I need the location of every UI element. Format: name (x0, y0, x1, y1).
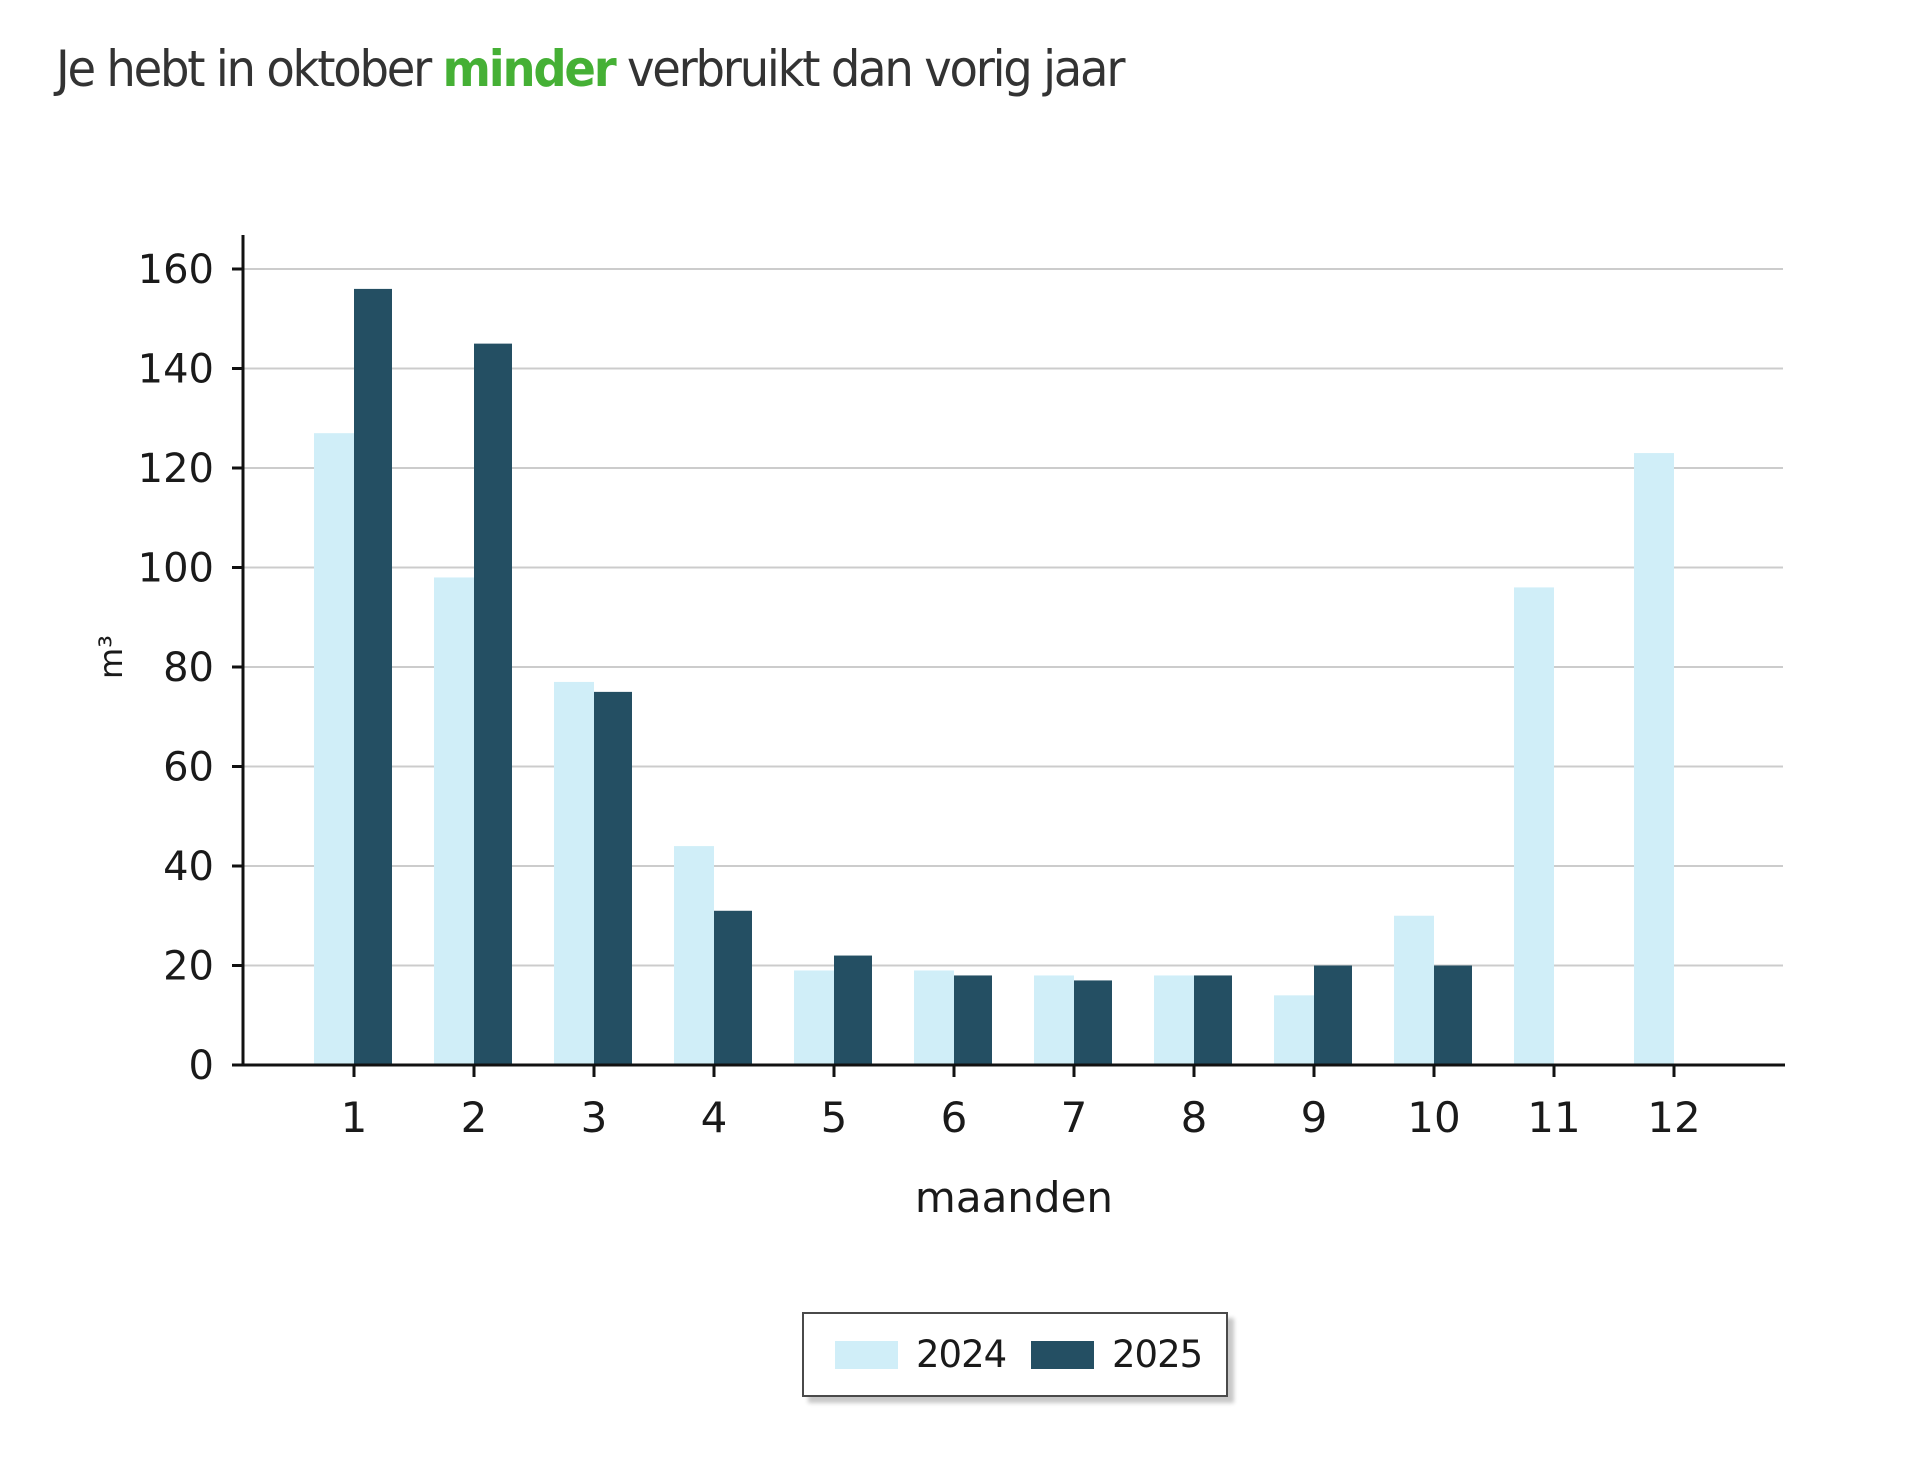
legend-label-2024: 2024 (916, 1333, 1007, 1376)
x-tick-label: 12 (1647, 1093, 1700, 1142)
legend-swatch-2025 (1031, 1340, 1094, 1369)
x-axis-label: maanden (915, 1173, 1113, 1222)
x-tick-label: 10 (1407, 1093, 1460, 1142)
x-tick-label: 9 (1301, 1093, 1328, 1142)
bar-2025-month-6 (954, 975, 992, 1065)
chart-legend: 2024 2025 (802, 1312, 1228, 1397)
x-tick-label: 5 (821, 1093, 848, 1142)
bar-2024-month-11 (1514, 587, 1554, 1065)
y-tick-label: 80 (163, 645, 214, 691)
bar-2025-month-9 (1314, 965, 1352, 1065)
x-tick-label: 1 (341, 1093, 368, 1142)
bar-2024-month-4 (674, 846, 714, 1065)
y-tick-label: 140 (138, 347, 214, 393)
y-tick-label: 100 (138, 546, 214, 592)
legend-swatch-2024 (835, 1340, 898, 1369)
bar-2024-month-8 (1154, 975, 1194, 1065)
y-tick-label: 60 (163, 745, 214, 791)
x-tick-label: 7 (1061, 1093, 1088, 1142)
bar-2024-month-2 (434, 577, 474, 1065)
bar-2024-month-9 (1274, 995, 1314, 1065)
x-tick-label: 6 (941, 1093, 968, 1142)
x-tick-label: 11 (1527, 1093, 1580, 1142)
bar-series (314, 288, 1674, 1065)
y-tick-label: 40 (163, 844, 214, 890)
bar-2025-month-3 (594, 691, 632, 1065)
x-tick-label: 4 (701, 1093, 728, 1142)
y-axis-label: m³ (92, 635, 130, 679)
bar-2025-month-10 (1434, 965, 1472, 1065)
bar-2025-month-5 (834, 955, 872, 1065)
bar-2024-month-7 (1034, 975, 1074, 1065)
y-tick-label: 20 (163, 944, 214, 990)
x-tick-label: 3 (581, 1093, 608, 1142)
bar-2024-month-10 (1394, 915, 1434, 1065)
bar-2025-month-7 (1074, 980, 1112, 1065)
bar-2024-month-5 (794, 970, 834, 1065)
y-axis-tick-labels: 0 20 40 60 80 100 120 140 160 (138, 247, 214, 1089)
title-suffix: verbruikt dan vorig jaar (614, 40, 1125, 98)
y-tick-label: 120 (138, 446, 214, 492)
axes (232, 235, 1785, 1077)
y-tick-label: 0 (189, 1043, 214, 1089)
legend-item-2025: 2025 (1031, 1314, 1203, 1395)
x-tick-label: 8 (1181, 1093, 1208, 1142)
bar-2024-month-6 (914, 970, 954, 1065)
y-tick-label: 160 (138, 247, 214, 293)
x-tick-label: 2 (461, 1093, 488, 1142)
bar-2025-month-1 (354, 288, 392, 1065)
x-axis-tick-labels: 1 2 3 4 5 6 7 8 9 10 11 12 (341, 1093, 1701, 1142)
legend-label-2025: 2025 (1112, 1333, 1203, 1376)
title-prefix: Je hebt in oktober (56, 40, 443, 98)
bar-2024-month-3 (554, 681, 594, 1065)
title-highlight: minder (442, 40, 617, 98)
legend-item-2024: 2024 (835, 1314, 1007, 1395)
bar-2024-month-12 (1634, 453, 1674, 1065)
bar-2024-month-1 (314, 433, 354, 1065)
page-title: Je hebt in oktober minder verbruikt dan … (56, 40, 1125, 98)
bar-2025-month-2 (474, 343, 512, 1065)
bar-2025-month-8 (1194, 975, 1232, 1065)
bar-2025-month-4 (714, 910, 752, 1065)
